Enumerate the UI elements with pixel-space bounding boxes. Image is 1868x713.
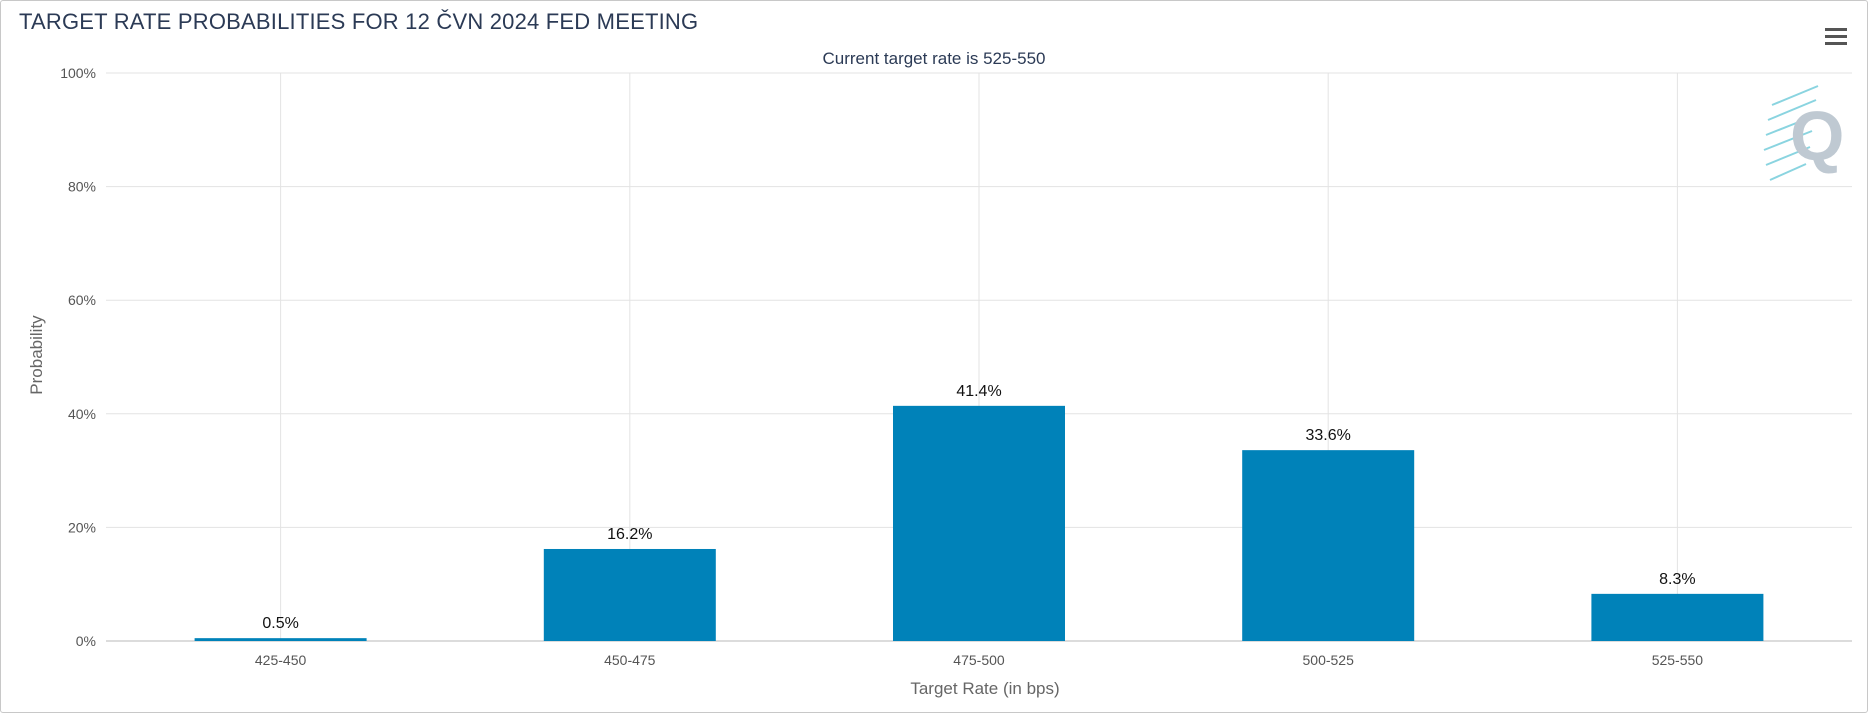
x-tick-label: 475-500 bbox=[953, 652, 1005, 668]
q-logo-icon: Q bbox=[1763, 85, 1844, 181]
bar-425-450[interactable] bbox=[194, 638, 367, 641]
y-axis-title: Probability bbox=[27, 315, 46, 395]
bar-450-475[interactable] bbox=[543, 548, 716, 641]
labels-layer: 0% 20% 40% 60% 80% 100% 0.5% 425-450 16.2% 450-47… bbox=[60, 65, 1703, 668]
data-label: 41.4% bbox=[956, 383, 1001, 400]
bar-525-550[interactable] bbox=[1591, 593, 1764, 641]
data-label: 16.2% bbox=[607, 526, 652, 543]
data-label: 33.6% bbox=[1306, 427, 1351, 444]
x-axis-title: Target Rate (in bps) bbox=[910, 679, 1059, 698]
bars-layer bbox=[194, 405, 1764, 641]
bar-475-500[interactable] bbox=[893, 405, 1065, 641]
data-label: 8.3% bbox=[1659, 571, 1695, 588]
x-tick-label: 525-550 bbox=[1652, 652, 1704, 668]
y-tick-label: 100% bbox=[60, 65, 96, 81]
x-tick-label: 450-475 bbox=[604, 652, 656, 668]
x-tick-label: 500-525 bbox=[1303, 652, 1355, 668]
bar-500-525[interactable] bbox=[1242, 450, 1415, 641]
chart-title: TARGET RATE PROBABILITIES FOR 12 ČVN 202… bbox=[19, 9, 699, 34]
data-label: 0.5% bbox=[262, 615, 298, 632]
y-tick-label: 0% bbox=[76, 633, 96, 649]
y-tick-label: 80% bbox=[68, 179, 96, 195]
y-tick-label: 40% bbox=[68, 406, 96, 422]
chart-subtitle: Current target rate is 525-550 bbox=[822, 49, 1045, 68]
svg-text:Q: Q bbox=[1790, 97, 1844, 175]
y-tick-label: 60% bbox=[68, 292, 96, 308]
y-tick-label: 20% bbox=[68, 519, 96, 535]
hamburger-menu-icon[interactable] bbox=[1823, 25, 1849, 47]
x-tick-label: 425-450 bbox=[255, 652, 307, 668]
